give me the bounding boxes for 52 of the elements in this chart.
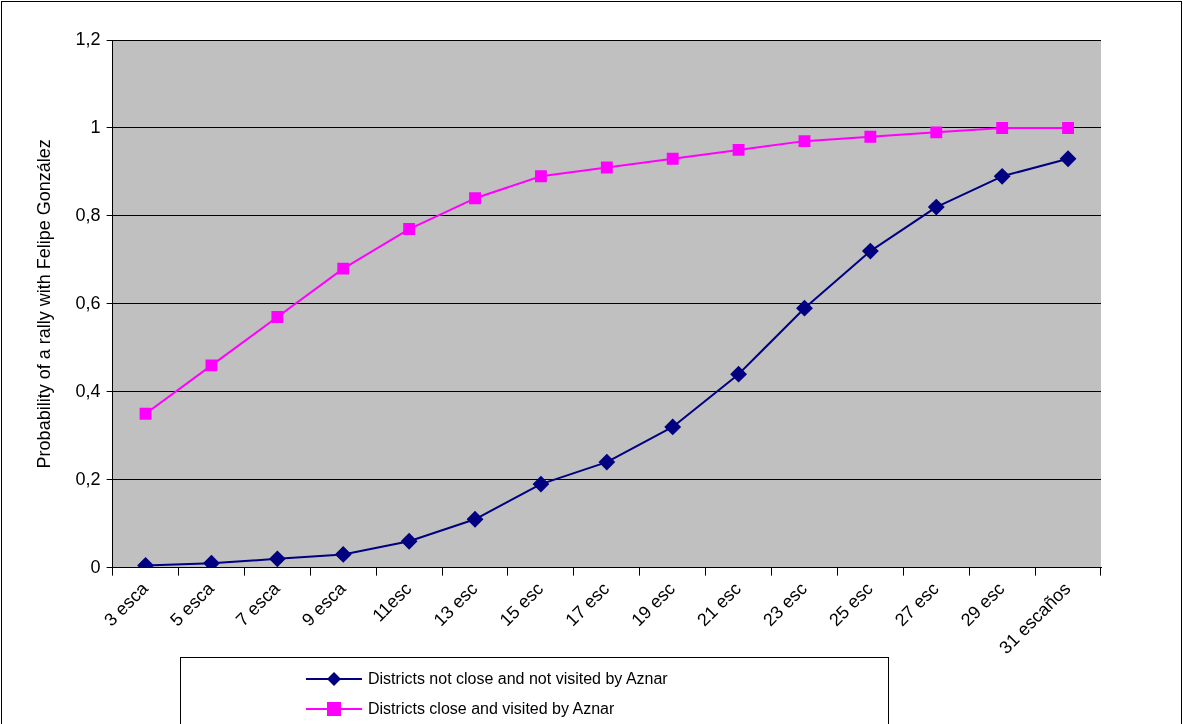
y-axis-title: Probability of a rally with Felipe González	[33, 139, 54, 469]
point	[337, 262, 350, 275]
point	[139, 407, 152, 420]
point	[403, 223, 416, 236]
point	[271, 311, 284, 323]
y-tick-label: 1,2	[75, 28, 101, 49]
point	[864, 130, 877, 143]
point	[994, 168, 1011, 185]
point	[469, 192, 481, 205]
point	[1060, 150, 1077, 167]
x-tick-label: 21 esc	[693, 578, 745, 631]
point	[269, 550, 286, 567]
point	[798, 135, 811, 148]
x-tick-label: 13 esc	[429, 578, 482, 631]
point	[600, 161, 613, 174]
point	[534, 170, 547, 183]
point	[666, 152, 679, 165]
point	[598, 454, 615, 471]
point	[996, 121, 1009, 134]
y-tick-label: 0,2	[75, 468, 101, 489]
y-tick-label: 1	[90, 116, 101, 137]
point	[930, 126, 943, 139]
x-tick-label: 25 esc	[825, 578, 877, 631]
point	[862, 243, 879, 260]
y-tick-label: 0,6	[75, 292, 101, 313]
point	[205, 359, 218, 372]
x-tick-label: 17 esc	[561, 578, 614, 631]
point	[928, 199, 945, 216]
point	[732, 143, 745, 156]
x-tick-label: 3 esca	[100, 577, 153, 631]
x-tick-label: 23 esc	[759, 578, 811, 631]
x-tick-label: 7 esca	[232, 577, 285, 631]
x-tick-label: 29 esc	[956, 578, 1009, 631]
point	[796, 300, 813, 317]
y-tick-label: 0,8	[75, 204, 101, 225]
x-tick-label: 9 esca	[297, 577, 351, 631]
point	[730, 366, 747, 383]
y-tick-label: 0,4	[75, 380, 101, 401]
point	[203, 555, 220, 568]
point	[467, 511, 484, 528]
point	[335, 546, 352, 563]
x-tick-label: 15 esc	[495, 578, 548, 631]
point	[664, 418, 681, 435]
x-tick-label: 19 esc	[627, 578, 680, 631]
x-tick-label: 27 esc	[890, 578, 943, 631]
x-tick-label: 5 esca	[166, 577, 219, 631]
legend-label: Districts not close and not visited by Aznar	[368, 670, 668, 688]
legend-label: Districts close and visited by Aznar	[368, 700, 615, 718]
point	[532, 476, 549, 493]
point	[1062, 121, 1074, 134]
y-tick-label: 0	[90, 556, 101, 577]
point	[401, 533, 418, 550]
